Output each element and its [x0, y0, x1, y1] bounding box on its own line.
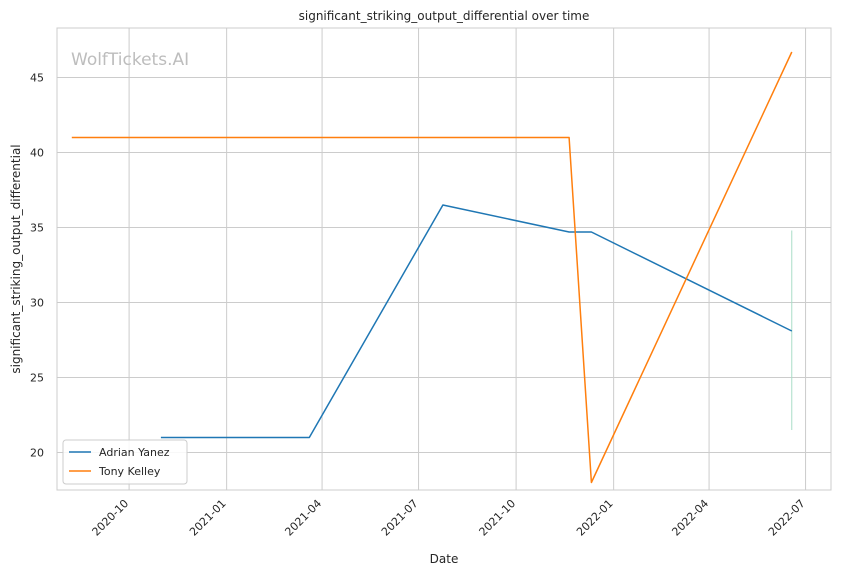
- x-tick-label: 2022-04: [669, 497, 711, 539]
- x-axis-label: Date: [430, 552, 459, 566]
- y-axis-label: significant_striking_output_differential: [9, 144, 23, 373]
- y-tick-label: 35: [30, 222, 44, 235]
- legend: Adrian Yanez Tony Kelley: [62, 439, 188, 485]
- x-tick-label: 2021-01: [187, 497, 229, 539]
- x-tick-label: 2022-01: [574, 497, 616, 539]
- x-tick-label: 2021-10: [477, 497, 519, 539]
- x-tick-label: 2022-07: [766, 497, 808, 539]
- x-tick-label: 2020-10: [90, 497, 132, 539]
- series: [71, 51, 793, 484]
- y-tick-label: 40: [30, 147, 44, 160]
- y-tick-label: 20: [30, 447, 44, 460]
- legend-label: Tony Kelley: [98, 465, 161, 478]
- chart-title: significant_striking_output_differential…: [299, 9, 590, 23]
- x-axis-ticks: 2020-10 2021-01 2021-04 2021-07 2021-10 2022-…: [90, 497, 808, 539]
- x-tick-label: 2021-07: [379, 497, 421, 539]
- x-tick-label: 2021-04: [282, 497, 324, 539]
- legend-box: [62, 439, 188, 485]
- y-tick-label: 30: [30, 297, 44, 310]
- series-line-tony-kelley: [71, 51, 793, 484]
- y-axis-ticks: 20 25 30 35 40 45: [30, 72, 44, 460]
- legend-label: Adrian Yanez: [99, 446, 170, 459]
- plot-area-frame: [56, 27, 832, 491]
- watermark: WolfTickets.AI: [71, 50, 189, 70]
- grid: [57, 28, 831, 490]
- series-line-adrian-yanez: [160, 204, 793, 439]
- y-tick-label: 45: [30, 72, 44, 85]
- y-tick-label: 25: [30, 372, 44, 385]
